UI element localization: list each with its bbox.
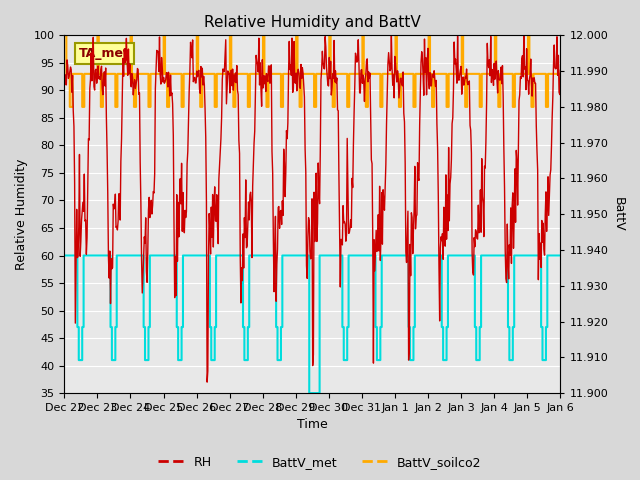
Y-axis label: BattV: BattV <box>612 197 625 231</box>
X-axis label: Time: Time <box>297 419 328 432</box>
Title: Relative Humidity and BattV: Relative Humidity and BattV <box>204 15 420 30</box>
Text: TA_met: TA_met <box>79 47 130 60</box>
Legend: RH, BattV_met, BattV_soilco2: RH, BattV_met, BattV_soilco2 <box>154 451 486 474</box>
Y-axis label: Relative Humidity: Relative Humidity <box>15 158 28 270</box>
